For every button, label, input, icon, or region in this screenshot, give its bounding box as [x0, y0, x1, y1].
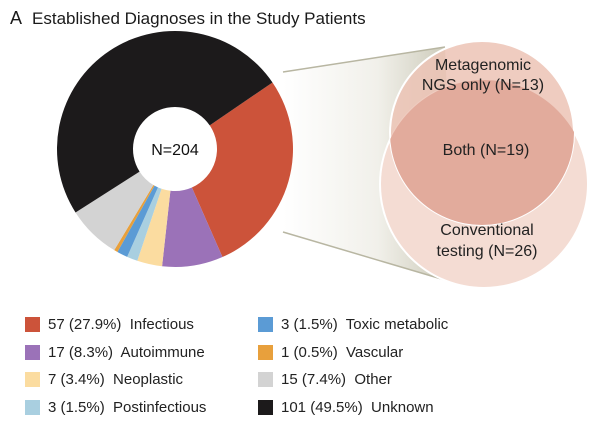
legend-label: 15 (7.4%) Other — [281, 371, 392, 388]
cone-edge-bottom — [282, 231, 456, 284]
legend-label: 57 (27.9%) Infectious — [48, 316, 194, 333]
legend-swatch — [25, 317, 40, 332]
legend-item-unknown: 101 (49.5%) Unknown — [258, 399, 434, 416]
legend-swatch — [258, 317, 273, 332]
venn-both-label: Both (N=19) — [443, 142, 530, 159]
venn-overlap — [390, 80, 574, 225]
slice-toxic-metabolic — [117, 185, 158, 257]
slice-other — [75, 171, 154, 251]
title-text: Established Diagnoses in the Study Patie… — [32, 9, 366, 28]
legend-item-postinfectious: 3 (1.5%) Postinfectious — [25, 399, 206, 416]
legend-item-vascular: 1 (0.5%) Vascular — [258, 344, 403, 361]
cone-edge-top — [282, 46, 446, 73]
legend-item-neoplastic: 7 (3.4%) Neoplastic — [25, 371, 183, 388]
legend-label: 17 (8.3%) Autoimmune — [48, 343, 205, 361]
legend-label: 3 (1.5%) Toxic metabolic — [281, 316, 449, 333]
legend-swatch — [258, 372, 273, 387]
venn-ngs-label: Metagenomic — [435, 57, 531, 74]
slice-infectious — [191, 82, 293, 258]
legend-item-infectious: 57 (27.9%) Infectious — [25, 316, 194, 333]
legend-item-autoimmune: 17 (8.3%) Autoimmune — [25, 344, 205, 361]
legend-label: 7 (3.4%) Neoplastic — [48, 371, 184, 388]
legend-swatch — [25, 372, 40, 387]
legend-label: 1 (0.5%) Vascular — [281, 343, 404, 361]
chart-title: A Established Diagnoses in the Study Pati… — [10, 8, 366, 29]
slice-neoplastic — [137, 188, 171, 267]
slice-vascular — [114, 185, 155, 252]
slice-autoimmune — [162, 187, 223, 267]
legend-label: 101 (49.5%) Unknown — [281, 398, 434, 416]
legend-swatch — [25, 344, 40, 360]
venn-ngs-count: NGS only (N=13) — [422, 77, 544, 94]
panel-label: A — [10, 8, 23, 28]
slice-postinfectious — [127, 187, 162, 261]
legend-label: 3 (1.5%) Postinfectious — [48, 398, 207, 416]
slice-unknown — [57, 31, 273, 213]
venn-conventional-count: testing (N=26) — [437, 243, 538, 260]
legend-swatch — [25, 399, 40, 415]
center-label: N=204 — [151, 142, 199, 159]
legend-item-other: 15 (7.4%) Other — [258, 371, 392, 388]
legend-item-toxic-metabolic: 3 (1.5%) Toxic metabolic — [258, 316, 448, 333]
venn-conventional-label: Conventional — [440, 222, 533, 239]
legend-swatch — [258, 399, 273, 415]
legend-swatch — [258, 344, 273, 360]
